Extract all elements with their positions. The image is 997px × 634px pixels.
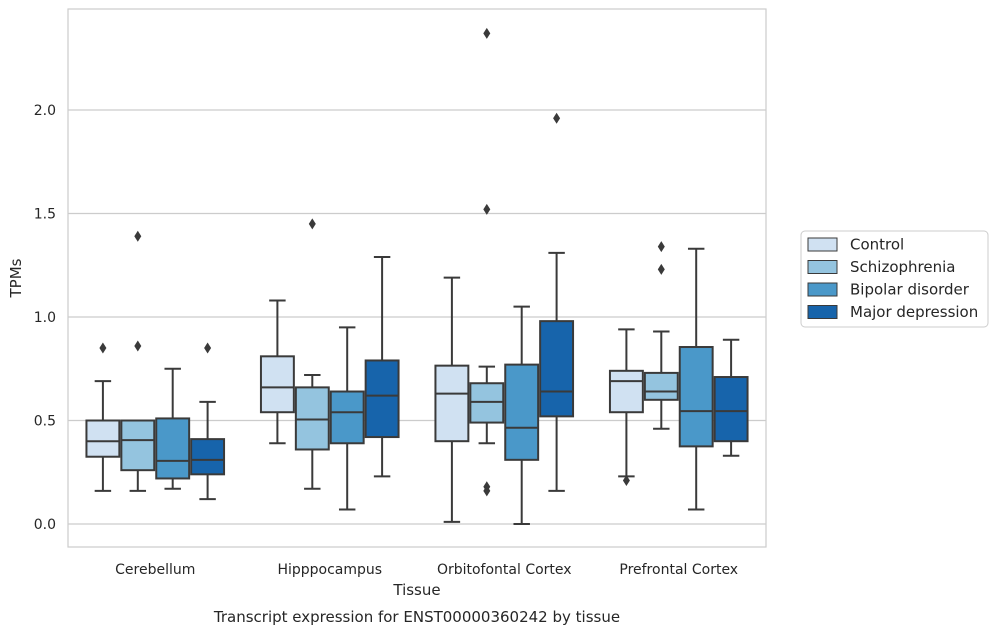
box-3-1 — [643, 241, 679, 430]
box-1-2 — [329, 326, 365, 511]
box-2-0 — [434, 276, 470, 523]
box-body — [155, 417, 191, 480]
x-axis-label: Tissue — [392, 581, 440, 599]
box-body — [120, 419, 156, 472]
box-body — [364, 359, 400, 439]
y-tick-label: 0.0 — [34, 517, 56, 533]
outlier-point — [308, 218, 316, 230]
box-2-1 — [469, 27, 505, 497]
x-tick-label: Hipppocampus — [277, 562, 382, 578]
plot-area-frame — [67, 8, 767, 548]
box-body — [504, 363, 540, 461]
box-0-3 — [190, 342, 226, 501]
y-tick-label: 0.5 — [34, 414, 56, 430]
y-axis-label: TPMs — [7, 258, 25, 298]
legend-swatch — [807, 305, 838, 319]
box-body — [329, 390, 365, 445]
box-body — [678, 346, 714, 448]
outlier-point — [134, 340, 142, 352]
box-body — [608, 369, 644, 414]
outlier-point — [657, 263, 665, 275]
box-body — [643, 371, 679, 401]
box-0-0 — [85, 342, 121, 492]
x-axis-ticks: Cerebellum Hipppocampus Orbitofontal Corte… — [115, 562, 738, 578]
outlier-point — [134, 230, 142, 242]
outlier-point — [483, 27, 491, 39]
box-3-0 — [608, 328, 644, 487]
y-axis-ticks: 0.0 0.5 1.0 1.5 2.0 — [34, 103, 56, 533]
box-body — [294, 386, 330, 451]
legend-label: Schizophrenia — [850, 258, 955, 276]
chart-caption: Transcript expression for ENST0000036024… — [213, 608, 620, 626]
x-tick-label: Cerebellum — [115, 562, 195, 578]
outlier-point — [204, 342, 212, 354]
box-1-0 — [259, 299, 295, 445]
box-2-3 — [539, 112, 575, 492]
box-body — [469, 382, 505, 424]
legend-frame — [800, 230, 989, 328]
box-body — [85, 419, 121, 458]
outlier-point — [99, 342, 107, 354]
x-tick-label: Prefrontal Cortex — [619, 562, 738, 578]
box-0-2 — [155, 367, 191, 490]
y-tick-label: 1.0 — [34, 310, 56, 326]
legend: Control Schizophrenia Bipolar disorder Majo… — [800, 230, 989, 328]
y-tick-label: 2.0 — [34, 103, 56, 119]
box-body — [190, 438, 226, 476]
box-1-1 — [294, 218, 330, 490]
box-1-3 — [364, 255, 400, 478]
box-body — [434, 364, 470, 443]
legend-swatch — [807, 237, 838, 252]
boxes — [85, 27, 749, 525]
box-body — [713, 376, 749, 443]
box-3-2 — [678, 247, 714, 511]
x-tick-label: Orbitofontal Cortex — [437, 562, 572, 578]
legend-label: Major depression — [850, 303, 978, 321]
box-2-2 — [504, 305, 540, 525]
box-0-1 — [120, 230, 156, 492]
outlier-point — [657, 241, 665, 253]
outlier-point — [622, 475, 630, 487]
outlier-point — [553, 112, 561, 124]
legend-swatch — [807, 260, 838, 274]
box-body — [259, 355, 295, 414]
box-3-3 — [713, 338, 749, 457]
outlier-point — [483, 485, 491, 497]
y-tick-label: 1.5 — [34, 207, 56, 223]
outlier-point — [483, 203, 491, 215]
legend-label: Bipolar disorder — [850, 281, 970, 299]
legend-swatch — [807, 282, 838, 297]
box-body — [539, 320, 575, 418]
legend-label: Control — [850, 236, 904, 254]
